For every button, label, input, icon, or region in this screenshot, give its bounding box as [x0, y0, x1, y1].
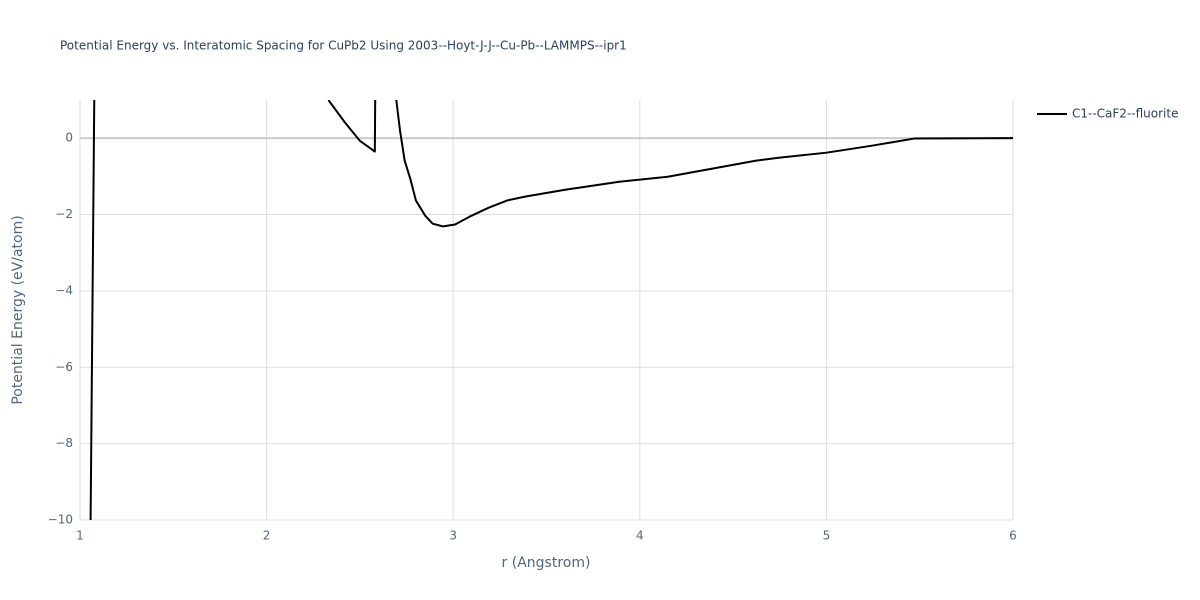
- x-tick-label: 2: [263, 529, 271, 543]
- y-tick-label: −2: [55, 207, 73, 221]
- x-axis-title: r (Angstrom): [502, 555, 591, 571]
- y-tick-label: −6: [55, 360, 73, 374]
- y-tick-label: 0: [65, 131, 73, 145]
- y-tick-label: −4: [55, 283, 73, 297]
- x-tick-label: 5: [823, 529, 831, 543]
- x-tick-label: 3: [449, 529, 457, 543]
- grid: [79, 100, 1014, 521]
- x-tick-label: 1: [76, 529, 84, 543]
- y-axis-title: Potential Energy (eV/atom): [10, 215, 26, 404]
- chart-title: Potential Energy vs. Interatomic Spacing…: [60, 39, 627, 53]
- y-tick-label: −10: [48, 513, 73, 527]
- plot-area: [89, 100, 1013, 520]
- x-tick-label: 6: [1009, 529, 1017, 543]
- x-tick-label: 4: [636, 529, 644, 543]
- labels: 1 2 3 4 5 6 −10 −8 −6 −4 −2 0 C1--CaF2--fluorite: [48, 107, 1179, 543]
- legend-label: C1--CaF2--fluorite: [1072, 107, 1178, 121]
- series-line: [89, 100, 1013, 520]
- y-tick-label: −8: [55, 436, 73, 450]
